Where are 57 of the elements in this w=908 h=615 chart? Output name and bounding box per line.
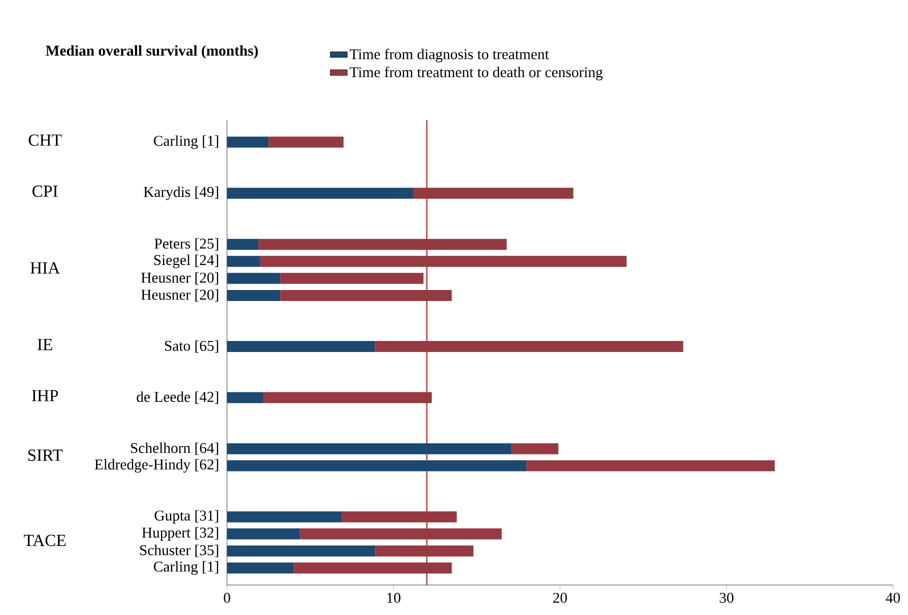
text: HIA	[30, 262, 60, 274]
text: TACE	[24, 534, 66, 546]
bar	[227, 290, 280, 301]
y-tick-label: Eldredge-Hindy [62]	[94, 458, 218, 473]
bar	[300, 528, 502, 540]
text: CPI	[32, 186, 58, 197]
x-tick-label: 20	[553, 592, 567, 603]
y-tick-label: Carling [1]	[154, 135, 218, 149]
bar	[512, 443, 558, 454]
bar	[268, 136, 344, 148]
legend-label: Time from treatment to death or censoring	[350, 66, 603, 80]
bar	[258, 238, 507, 250]
text: CHT	[28, 134, 62, 146]
text: IHP	[32, 390, 58, 402]
y-tick-label: Sato [65]	[165, 340, 218, 353]
bar	[294, 562, 452, 574]
bar	[413, 188, 574, 199]
bar	[227, 136, 269, 148]
text: SIRT	[28, 450, 63, 461]
y-tick-label: Schuster [35]	[140, 544, 218, 558]
bar	[375, 341, 684, 352]
bar	[227, 511, 342, 522]
y-tick-label: Heusner [20]	[141, 272, 218, 285]
bar	[227, 188, 414, 199]
bar	[227, 528, 300, 540]
y-tick-label: Heusner [20]	[141, 289, 218, 302]
chart-title: Median overall survival (months)	[46, 45, 258, 59]
bar	[227, 460, 527, 472]
x-tick-label: 10	[387, 592, 400, 603]
bar	[264, 392, 432, 404]
text: IE	[38, 338, 52, 350]
bar	[227, 545, 376, 556]
y-tick-label: Karydis [49]	[144, 186, 218, 200]
bar	[526, 460, 775, 472]
bar	[227, 272, 280, 284]
y-tick-label: Carling [1]	[154, 561, 218, 575]
bar	[227, 562, 294, 574]
bar	[260, 256, 627, 267]
legend-label: Time from diagnosis to treatment	[350, 48, 549, 62]
bar	[280, 290, 452, 301]
y-tick-label: Gupta [31]	[154, 510, 218, 524]
bar	[280, 272, 424, 284]
x-tick-label: 30	[720, 592, 734, 603]
bar	[227, 256, 260, 267]
x-tick-label: 40	[886, 592, 900, 603]
bar	[227, 392, 264, 404]
bar	[375, 545, 474, 556]
bar	[227, 443, 512, 454]
y-tick-label: Huppert [32]	[142, 527, 218, 541]
y-tick-label: Peters [25]	[154, 238, 218, 251]
y-tick-label: Schelhorn [64]	[131, 442, 218, 455]
x-tick-label: 0	[224, 592, 230, 603]
bar	[227, 341, 376, 352]
y-tick-label: Siegel [24]	[154, 254, 218, 268]
y-tick-label: de Leede [42]	[136, 391, 218, 404]
bar	[342, 511, 457, 522]
bar	[227, 238, 259, 250]
